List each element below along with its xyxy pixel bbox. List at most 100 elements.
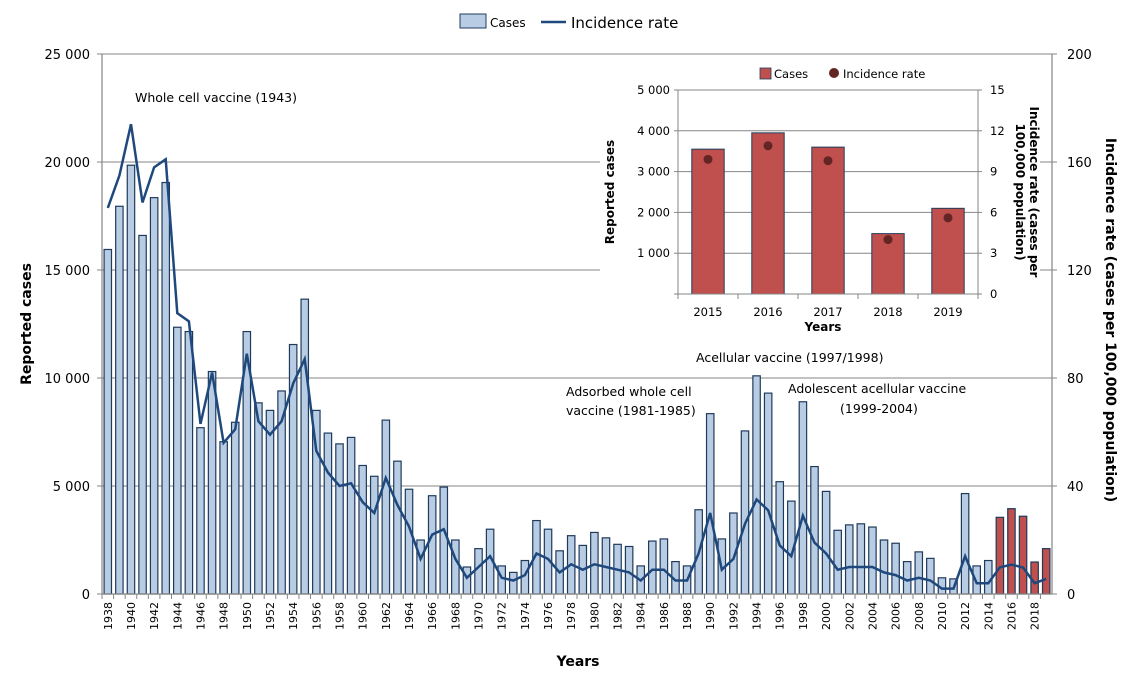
x-tick-label-1956: 1956 <box>310 602 323 630</box>
bar-1995 <box>763 392 773 595</box>
x-tick-label-2010: 2010 <box>936 602 949 630</box>
x-tick-label-1972: 1972 <box>496 602 509 630</box>
bar-2006 <box>891 542 900 595</box>
bar-2015 <box>995 516 1005 595</box>
inset-dot-2019 <box>943 213 953 223</box>
bar-1964 <box>404 488 414 595</box>
inset-x-tick-label-2019: 2019 <box>933 305 962 319</box>
x-tick-label-2018: 2018 <box>1029 602 1042 630</box>
inset-bar-2016 <box>751 132 785 295</box>
x-tick-label-1942: 1942 <box>148 602 161 630</box>
x-tick-label-2002: 2002 <box>843 602 856 630</box>
y2-tick-label: 120 <box>1067 264 1092 279</box>
bar-2009 <box>926 557 935 595</box>
bar-1948 <box>219 441 228 595</box>
annotation-whole-cell: Whole cell vaccine (1943) <box>135 90 297 105</box>
inset-x-tick-label-2018: 2018 <box>873 305 902 319</box>
inset-chart: 1 000 2 000 3 000 4 000 5 000 0 3 6 9 12 15 2015 201… <box>600 58 1041 340</box>
y2-tick-label: 80 <box>1067 372 1084 387</box>
bar-2003 <box>856 523 866 595</box>
bar-2019 <box>1041 548 1051 595</box>
inset-y2-tick-label: 15 <box>990 83 1005 97</box>
bar-2007 <box>902 560 912 595</box>
x-tick-label-1984: 1984 <box>635 602 648 630</box>
inset-y-tick-label: 5 000 <box>637 83 670 97</box>
bar-1966 <box>427 495 437 595</box>
x-tick-label-1960: 1960 <box>357 602 370 630</box>
y2-tick-label: 40 <box>1067 480 1084 495</box>
x-tick-label-1992: 1992 <box>727 602 740 630</box>
y-tick-label: 10 000 <box>45 372 91 387</box>
inset-dot-2016 <box>763 141 773 151</box>
x-tick-label-1950: 1950 <box>241 602 254 630</box>
annotation-adsorbed-1: Adsorbed whole cell <box>566 384 692 399</box>
bar-2014 <box>983 559 993 595</box>
bar-1970 <box>474 548 483 595</box>
inset-bars <box>691 132 965 295</box>
annotation-adolescent-2: (1999-2004) <box>840 401 918 416</box>
y-tick-label: 0 <box>82 588 90 603</box>
bar-1939 <box>115 205 124 595</box>
inset-y-tick-label: 2 000 <box>637 205 670 219</box>
x-tick-label-2012: 2012 <box>959 602 972 630</box>
bar-1942 <box>149 197 159 595</box>
bar-1941 <box>138 234 147 595</box>
inset-x-tick-label-2017: 2017 <box>813 305 842 319</box>
bar-1951 <box>254 402 263 595</box>
x-tick-label-1954: 1954 <box>287 602 300 630</box>
bar-1961 <box>369 475 379 595</box>
bar-1943 <box>161 181 171 595</box>
bar-1944 <box>172 326 182 595</box>
bar-1973 <box>508 571 518 595</box>
x-tick-label-2014: 2014 <box>982 602 995 630</box>
main-legend: Cases Incidence rate <box>459 13 678 32</box>
bar-1967 <box>439 486 449 595</box>
x-tick-label-1980: 1980 <box>588 602 601 630</box>
bar-1938 <box>103 248 113 595</box>
inset-y2-tick-label: 3 <box>990 246 997 260</box>
x-tick-label-2006: 2006 <box>890 602 903 630</box>
inset-dots <box>703 141 953 245</box>
legend-cases-swatch <box>459 13 487 29</box>
bar-2017 <box>1018 515 1028 595</box>
inset-x-tick-label-2015: 2015 <box>693 305 722 319</box>
bar-1958 <box>335 443 344 595</box>
annotation-acellular: Acellular vaccine (1997/1998) <box>696 350 883 365</box>
y2-axis-title: Incidence rate (cases per 100,000 popula… <box>1102 138 1118 502</box>
y2-tick-label: 0 <box>1067 588 1075 603</box>
x-tick-label-2008: 2008 <box>913 602 926 630</box>
inset-y2-tick-label: 0 <box>990 287 997 301</box>
inset-y-tick-label: 1 000 <box>637 246 670 260</box>
main-axes <box>97 53 1057 599</box>
legend-cases-label: Cases <box>490 16 526 30</box>
inset-y2-axis-title-1: Incidence rate (cases per <box>1027 107 1041 278</box>
inset-dot-2018 <box>883 235 893 245</box>
y-tick-label: 15 000 <box>45 264 91 279</box>
inset-y2-tick-label: 9 <box>990 165 997 179</box>
inset-y-axis-title: Reported cases <box>603 140 617 244</box>
x-tick-label-1946: 1946 <box>194 602 207 630</box>
bar-1940 <box>126 164 136 595</box>
bar-1998 <box>798 401 808 595</box>
inset-bar-2018 <box>871 233 905 295</box>
bar-2002 <box>844 524 854 595</box>
bar-2012 <box>960 492 970 595</box>
incidence-rate-line <box>106 123 1047 590</box>
bar-1983 <box>624 545 634 595</box>
annotation-adolescent-1: Adolescent acellular vaccine <box>788 381 966 396</box>
inset-legend-rate-swatch <box>829 68 839 78</box>
x-tick-label-1998: 1998 <box>797 602 810 630</box>
bar-1949 <box>230 421 240 595</box>
inset-legend-rate-label: Incidence rate <box>843 67 925 81</box>
bar-1985 <box>647 540 657 595</box>
x-tick-label-1976: 1976 <box>542 602 555 630</box>
x-tick-label-2000: 2000 <box>820 602 833 630</box>
y-axis-title: Reported cases <box>19 263 35 385</box>
y2-tick-label: 160 <box>1067 156 1092 171</box>
bar-1952 <box>265 409 275 595</box>
bar-1957 <box>323 432 333 595</box>
inset-tick-labels: 1 000 2 000 3 000 4 000 5 000 0 3 6 9 12 15 2015 201… <box>637 83 1005 319</box>
inset-x-tick-label-2016: 2016 <box>753 305 782 319</box>
